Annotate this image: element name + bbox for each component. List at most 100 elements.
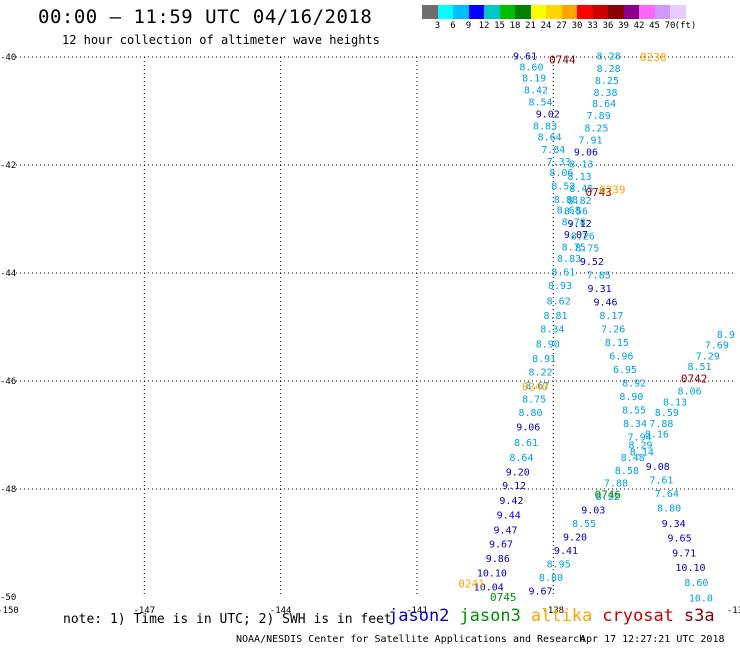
legend-s3a: s3a <box>683 606 715 626</box>
lat-tick-label: -50 <box>0 593 16 603</box>
track-time-label: 0241 <box>458 578 485 591</box>
wave-height-value: 8.13 <box>663 397 687 408</box>
wave-height-value: 8.38 <box>593 88 617 99</box>
legend-cryosat: cryosat <box>602 606 674 626</box>
wave-height-value: 8.29 <box>628 441 652 452</box>
wave-height-value: 9.42 <box>499 496 523 507</box>
wave-height-value: 8.83 <box>533 121 557 132</box>
wave-height-value: 8.06 <box>549 168 573 179</box>
lat-tick-label: -40 <box>0 53 16 63</box>
wave-height-value: 9.65 <box>668 533 692 544</box>
wave-height-value: 8.61 <box>551 268 575 279</box>
wave-height-value: 9.02 <box>536 109 560 120</box>
wave-height-value: 8.75 <box>522 395 546 406</box>
wave-height-value: 8.62 <box>547 296 571 307</box>
wave-height-value: 8.28 <box>597 64 621 75</box>
wave-height-value: 8.52 <box>551 181 575 192</box>
legend-jason2: jason2 <box>388 606 450 626</box>
color-scale-label: 45 <box>649 21 660 31</box>
wave-height-value: 8.45 <box>569 184 593 195</box>
wave-height-value: 8.92 <box>622 378 646 389</box>
wave-height-value: 9.47 <box>493 525 517 536</box>
wave-height-value: 8.90 <box>536 340 560 351</box>
track-time-label: 0742 <box>681 372 708 385</box>
legend-altika: altika <box>530 606 593 626</box>
color-swatch <box>515 5 531 19</box>
track-time-label: 0743 <box>585 186 612 199</box>
wave-height-value: 8.93 <box>548 281 572 292</box>
wave-height-value: 9.67 <box>528 586 552 597</box>
wave-height-value: 9.44 <box>497 511 521 522</box>
chart-title: 00:00 – 11:59 UTC 04/16/2018 <box>38 6 373 28</box>
wave-height-value: 7.91 <box>578 135 602 146</box>
lat-tick-label: -42 <box>0 161 16 171</box>
wave-height-value: 8.90 <box>619 392 643 403</box>
wave-height-value: 9.34 <box>662 519 686 530</box>
color-scale-label: 21 <box>525 21 536 31</box>
wave-height-value: 8.13 <box>568 172 592 183</box>
wave-height-value: 8.56 <box>564 207 588 218</box>
wave-height-value: 8.75 <box>562 242 586 253</box>
wave-height-value: 8.48 <box>621 453 645 464</box>
wave-height-value: 9.03 <box>581 505 605 516</box>
wave-height-value: 8.81 <box>543 311 567 322</box>
legend-jason3: jason3 <box>459 606 521 626</box>
wave-height-value: 8.91 <box>532 354 556 365</box>
wave-height-value: 7.29 <box>696 351 720 362</box>
wave-height-value: 7.94 <box>628 432 652 443</box>
track-time-label: 0240 <box>522 380 549 393</box>
wave-height-value: 9.71 <box>672 549 696 560</box>
wave-height-value: 9.06 <box>516 423 540 434</box>
color-swatch <box>437 5 453 19</box>
color-scale-label: 39 <box>618 21 629 31</box>
wave-height-value: 9.12 <box>568 219 592 230</box>
color-swatch <box>577 5 593 19</box>
lat-tick-label: -48 <box>0 485 16 495</box>
chart-subtitle: 12 hour collection of altimeter wave hei… <box>62 33 380 47</box>
color-scale-label: 42 <box>633 21 645 31</box>
wave-height-points: 9.618.608.198.428.549.028.838.647.847.33… <box>474 52 735 605</box>
wave-height-value: 8.80 <box>518 408 542 419</box>
wave-height-value: 8.25 <box>595 76 619 87</box>
wave-height-value: 10.04 <box>474 583 504 594</box>
color-scale-label: 6 <box>450 21 456 31</box>
wave-height-value: 6.95 <box>613 365 637 376</box>
wave-height-value: 6.96 <box>609 351 633 362</box>
wave-height-value: 7.85 <box>587 270 611 281</box>
wave-height-value: 8.64 <box>538 133 562 144</box>
wave-height-value: 9.52 <box>580 257 604 268</box>
wave-height-value: 8.78 <box>562 217 586 228</box>
lon-tick-label: -147 <box>133 606 155 616</box>
color-scale-label: 9 <box>465 21 472 31</box>
track-time-label: 0239 <box>599 183 626 196</box>
color-scale-bar <box>422 5 701 19</box>
wave-height-value: 8.80 <box>539 573 563 584</box>
color-scale-label: 15 <box>494 21 505 31</box>
wave-height-value: 9.31 <box>588 284 612 295</box>
wave-height-value: 8.25 <box>584 124 608 135</box>
color-swatch <box>484 5 500 19</box>
color-scale-label: 33 <box>587 21 598 31</box>
color-swatch <box>530 5 546 19</box>
wave-height-value: 9.61 <box>513 52 537 63</box>
wave-height-value: 8.42 <box>524 86 548 97</box>
wave-height-value: 8.68 <box>557 206 581 217</box>
color-scale-label: 12 <box>478 21 490 31</box>
wave-height-value: 9.67 <box>489 539 513 550</box>
color-swatch <box>654 5 670 19</box>
wave-height-value: 7.88 <box>604 478 628 489</box>
wave-height-value: 9.07 <box>564 230 588 241</box>
wave-height-value: 7.61 <box>649 476 673 487</box>
wave-height-value: 7.89 <box>587 111 611 122</box>
wave-height-value: 8.54 <box>528 98 552 109</box>
color-swatch <box>623 5 639 19</box>
color-swatch <box>468 5 484 19</box>
color-swatch <box>685 5 701 19</box>
timestamp-footer: Apr 17 12:27:21 UTC 2018 <box>580 634 725 645</box>
color-scale-label: 24 <box>540 21 552 31</box>
wave-height-value: 8.22 <box>596 492 620 503</box>
wave-height-value: 8.06 <box>678 387 702 398</box>
wave-height-value: 9.86 <box>486 554 510 565</box>
wave-height-value: 8.16 <box>645 430 669 441</box>
